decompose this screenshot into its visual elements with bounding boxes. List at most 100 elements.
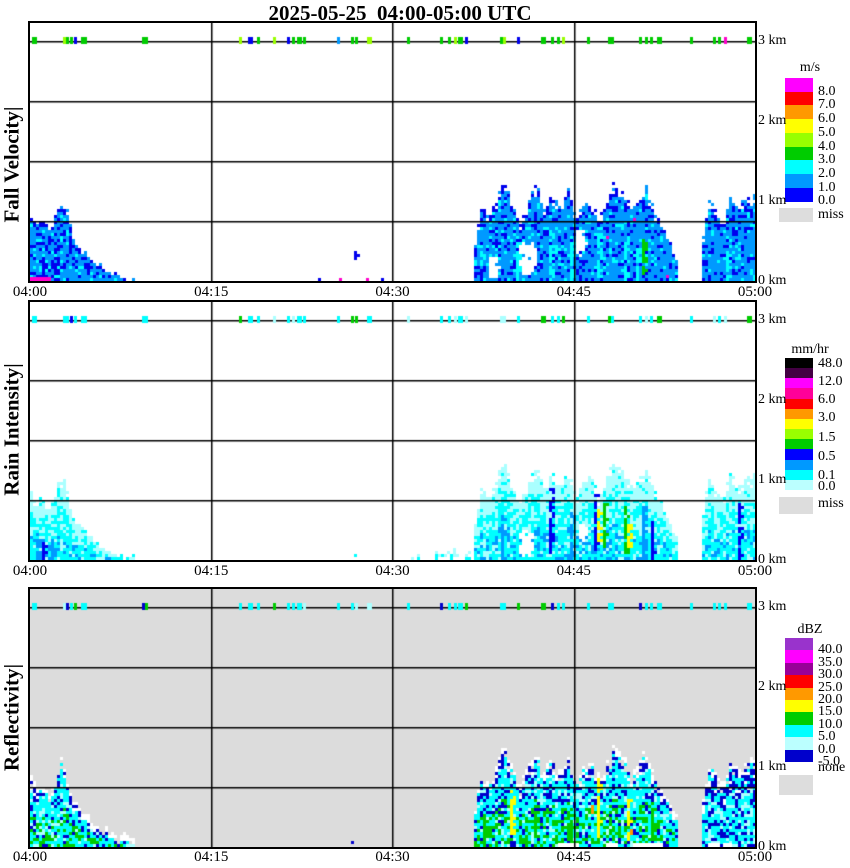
colorbar-tick-label: 10.0 <box>818 717 843 732</box>
colorbar-missing-cell <box>779 775 813 795</box>
colorbar-cell <box>785 675 813 689</box>
colorbar-tick-label: 5.0 <box>818 729 836 744</box>
height-label: 3 km <box>758 33 787 48</box>
colorbar-tick-label: 35.0 <box>818 655 843 670</box>
colorbar-cell <box>785 358 813 369</box>
panel-fall-velocity <box>28 21 757 283</box>
height-label: 0 km <box>758 273 787 288</box>
colorbar-cell <box>785 650 813 664</box>
colorbar-cell <box>785 368 813 379</box>
colorbar-tick-label: 0.0 <box>818 742 836 757</box>
colorbar-missing-cell <box>779 497 813 514</box>
colorbar-cell <box>785 378 813 389</box>
colorbar-cell <box>785 749 813 763</box>
height-label: 2 km <box>758 392 787 407</box>
colorbar-cell <box>785 638 813 651</box>
colorbar-tick-label: 1.5 <box>818 430 836 445</box>
colorbar-tick-label: 5.0 <box>818 125 836 140</box>
reflectivity-heatmap <box>30 589 755 847</box>
colorbar-cell <box>785 91 813 106</box>
colorbar-tick-label: 25.0 <box>818 680 843 695</box>
height-label: 3 km <box>758 312 787 327</box>
colorbar-tick-label: 4.0 <box>818 139 836 154</box>
time-tick-label: 04:15 <box>194 849 229 865</box>
time-tick-label: 04:15 <box>194 563 229 579</box>
colorbar-title-dbz: dBZ <box>797 622 823 637</box>
time-tick-label: 04:45 <box>556 849 591 865</box>
colorbar-missing-cell <box>779 208 813 222</box>
colorbar-tick-label: 30.0 <box>818 667 843 682</box>
colorbar-cell <box>785 737 813 751</box>
colorbar-cell <box>785 687 813 701</box>
colorbar-tick-label: 0.5 <box>818 449 836 464</box>
colorbar-tick-label: -5.0 <box>818 754 841 769</box>
y-axis-label-rain-intensity: Rain Intensity| <box>0 363 24 496</box>
time-tick-label: 04:00 <box>12 563 48 579</box>
colorbar-cell <box>785 388 813 400</box>
colorbar-cell <box>785 449 813 460</box>
time-tick-label: 05:00 <box>737 284 773 300</box>
colorbar-tick-label: 48.0 <box>818 356 843 371</box>
time-tick-label: 05:00 <box>737 849 773 865</box>
colorbar-tick-label: 6.0 <box>818 392 836 407</box>
colorbar-cell <box>785 418 813 430</box>
colorbar-tick-label: 3.0 <box>818 152 836 167</box>
colorbar-cell <box>785 469 813 481</box>
colorbar-cell <box>785 146 813 161</box>
colorbar-cell <box>785 173 813 189</box>
y-axis-label-reflectivity: Reflectivity| <box>0 663 24 772</box>
time-tick-label: 05:00 <box>737 563 773 579</box>
height-label: 2 km <box>758 113 787 128</box>
height-label: 1 km <box>758 193 787 208</box>
colorbar-cell <box>785 429 813 440</box>
time-tick-label: 04:45 <box>556 563 591 579</box>
colorbar-tick-label: 15.0 <box>818 704 843 719</box>
time-tick-label: 04:30 <box>375 563 410 579</box>
colorbar-tick-label: 20.0 <box>818 692 843 707</box>
panel-reflectivity <box>28 587 757 849</box>
colorbar-cell <box>785 662 813 676</box>
colorbar-tick-label: 2.0 <box>818 166 836 181</box>
colorbar-tick-label: 40.0 <box>818 642 843 657</box>
colorbar-cell <box>785 439 813 450</box>
fall-velocity-heatmap <box>30 23 755 281</box>
time-tick-label: 04:45 <box>556 284 591 300</box>
colorbar-cell <box>785 479 813 491</box>
colorbar-cell <box>785 712 813 726</box>
height-label: 1 km <box>758 759 787 774</box>
colorbar-cell <box>785 459 813 471</box>
time-tick-label: 04:00 <box>12 284 48 300</box>
y-axis-label-fall-velocity: Fall Velocity| <box>0 106 24 223</box>
colorbar-cell <box>785 119 813 134</box>
colorbar-missing-label: miss <box>818 496 844 511</box>
colorbar-cell <box>785 105 813 120</box>
rain-intensity-heatmap <box>30 302 755 560</box>
colorbar-tick-label: 6.0 <box>818 111 836 126</box>
panel-rain-intensity <box>28 300 757 562</box>
colorbar-missing-label: miss <box>818 207 844 222</box>
colorbar-tick-label: 8.0 <box>818 84 836 99</box>
colorbar-tick-label: 1.0 <box>818 180 836 195</box>
colorbar-tick-label: 0.1 <box>818 468 836 483</box>
colorbar-cell <box>785 398 813 410</box>
colorbar-cell <box>785 78 813 93</box>
colorbar-tick-label: 0.0 <box>818 479 836 494</box>
height-label: 1 km <box>758 472 787 487</box>
colorbar-cell <box>785 187 813 202</box>
time-tick-label: 04:30 <box>375 284 410 300</box>
colorbar-cell <box>785 724 813 738</box>
time-tick-label: 04:00 <box>12 849 48 865</box>
colorbar-cell <box>785 700 813 713</box>
colorbar-title-mmhr: mm/hr <box>791 342 829 357</box>
colorbar-tick-label: 3.0 <box>818 410 836 425</box>
colorbar-tick-label: 12.0 <box>818 374 843 389</box>
colorbar-title-ms: m/s <box>799 60 821 75</box>
colorbar-tick-label: 0.0 <box>818 193 836 208</box>
colorbar-cell <box>785 408 813 420</box>
colorbar-cell <box>785 160 813 175</box>
colorbar-missing-label: none <box>818 760 846 775</box>
height-label: 0 km <box>758 839 787 854</box>
colorbar-tick-label: 7.0 <box>818 97 836 112</box>
time-tick-label: 04:15 <box>194 284 229 300</box>
